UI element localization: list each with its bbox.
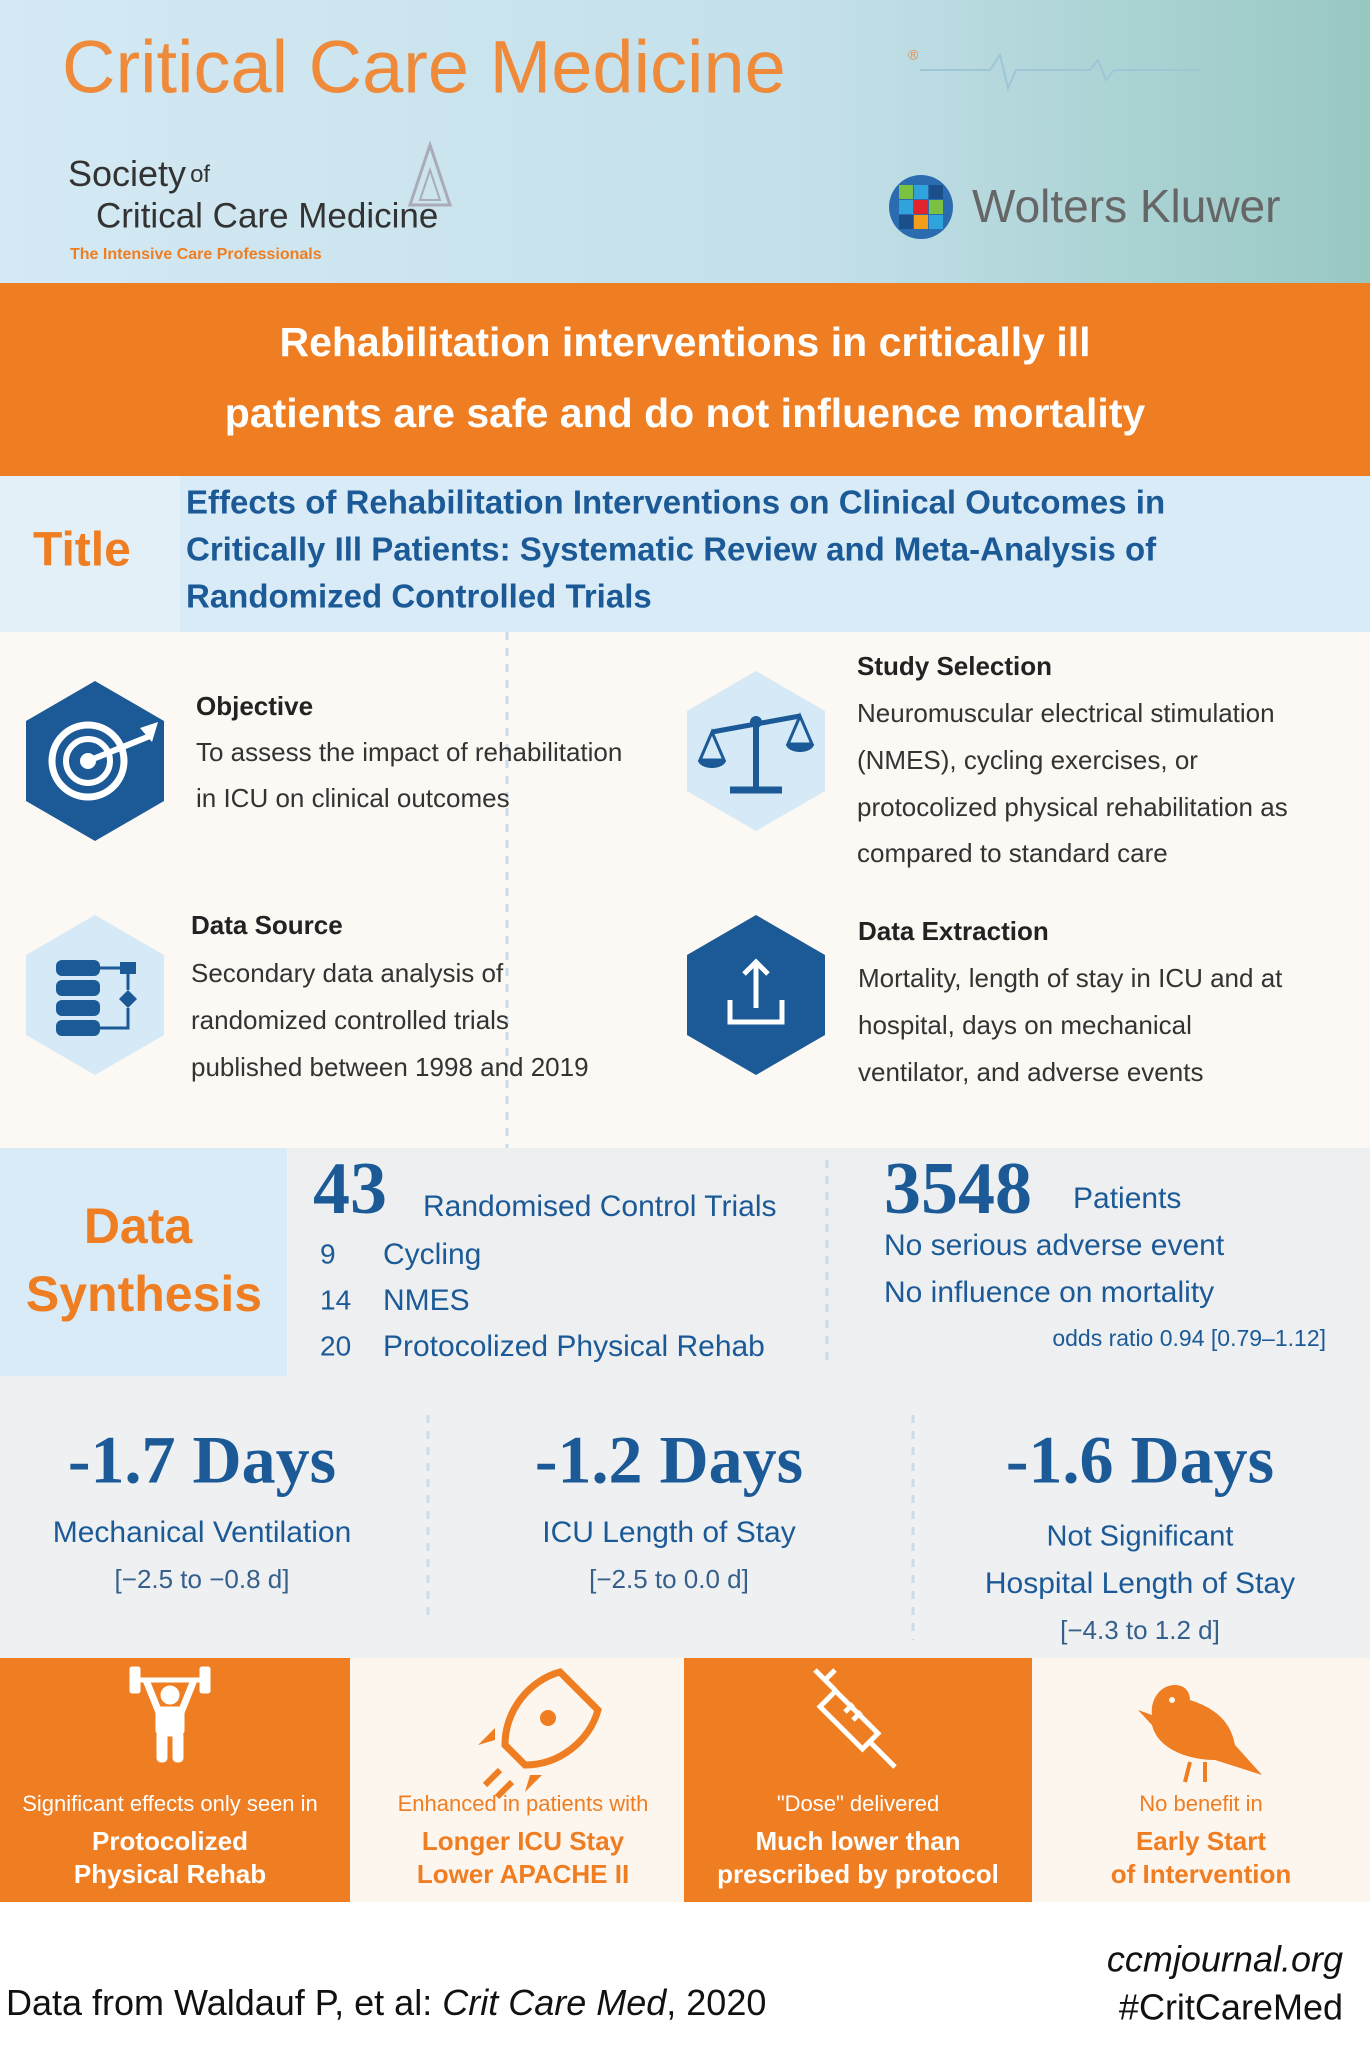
trials-count: 43 <box>313 1148 387 1230</box>
highlight-line: Longer ICU Stay <box>422 1826 625 1856</box>
highlight-intro: Enhanced in patients with <box>398 1791 649 1816</box>
trial-count: 14 <box>320 1284 351 1315</box>
society-tagline: The Intensive Care Professionals <box>70 246 322 263</box>
outcome-label: Hospital Length of Stay <box>985 1567 1295 1600</box>
outcome-ci: [−2.5 to −0.8 d] <box>115 1564 290 1594</box>
society-word: Society <box>68 153 186 194</box>
citation-suffix: , 2020 <box>666 1982 766 2023</box>
method-text: Secondary data analysis of <box>191 958 504 988</box>
society-of: of <box>190 161 210 188</box>
outcomes: -1.7 Days Mechanical Ventilation [−2.5 to … <box>53 1422 1295 1645</box>
citation-journal: Crit Care Med <box>442 1982 667 2023</box>
highlight-line: of Intervention <box>1111 1859 1292 1889</box>
patients-note: No influence on mortality <box>884 1276 1214 1309</box>
title-line: Effects of Rehabilitation Interventions … <box>186 484 1165 521</box>
highlights: Significant effects only seen in Protocol… <box>22 1791 1291 1889</box>
trial-count: 20 <box>320 1330 351 1361</box>
outcome-value: -1.6 Days <box>1006 1422 1274 1498</box>
society-subname: Critical Care Medicine <box>96 196 438 235</box>
study-selection-icon <box>687 671 825 831</box>
highlight-line: Much lower than <box>755 1826 960 1856</box>
hashtag: #CritCareMed <box>1119 1987 1343 2028</box>
website: ccmjournal.org <box>1107 1939 1343 1980</box>
heartbeat-line <box>920 52 1200 92</box>
highlight-bg <box>684 1658 1032 1902</box>
method-text: hospital, days on mechanical <box>858 1010 1192 1040</box>
journal-title: Critical Care Medicine <box>62 26 786 109</box>
method-text: protocolized physical rehabilitation as <box>857 792 1288 822</box>
highlight-line: prescribed by protocol <box>717 1859 999 1889</box>
method-text: To assess the impact of rehabilitation <box>196 737 622 767</box>
title-bg <box>0 476 1370 632</box>
citation-prefix: Data from Waldauf P, et al: <box>6 1982 442 2023</box>
method-text: in ICU on clinical outcomes <box>196 783 510 813</box>
citation: Data from Waldauf P, et al: Crit Care Me… <box>6 1982 766 2023</box>
banner-line: patients are safe and do not influence m… <box>225 390 1146 436</box>
objective-icon <box>26 681 164 841</box>
method-text: randomized controlled trials <box>191 1005 509 1035</box>
outcome-label: ICU Length of Stay <box>542 1516 795 1549</box>
patients-label: Patients <box>1073 1182 1181 1215</box>
highlight-intro: Significant effects only seen in <box>22 1791 318 1816</box>
odds-ratio: odds ratio 0.94 [0.79–1.12] <box>1052 1325 1326 1351</box>
data-extraction-icon <box>687 915 825 1075</box>
publisher-logo <box>889 175 953 239</box>
society-logo <box>407 140 453 207</box>
title-label: Title <box>33 524 131 577</box>
data-source-icon <box>26 915 164 1075</box>
outcome-note: Not Significant <box>1047 1521 1234 1553</box>
patients-note: No serious adverse event <box>884 1229 1225 1262</box>
method-heading: Data Extraction <box>858 916 1049 946</box>
method-text: published between 1998 and 2019 <box>191 1052 589 1082</box>
trial-type: Protocolized Physical Rehab <box>383 1330 765 1363</box>
outcome-value: -1.2 Days <box>535 1422 803 1498</box>
banner-bg <box>0 283 1370 476</box>
publisher-name: Wolters Kluwer <box>972 180 1280 232</box>
syringe-icon <box>813 1668 897 1769</box>
method-text: ventilator, and adverse events <box>858 1057 1203 1087</box>
synthesis-label-bg <box>0 1148 287 1376</box>
patients-count: 3548 <box>884 1148 1032 1230</box>
title-line: Randomized Controlled Trials <box>186 578 652 615</box>
trial-count: 9 <box>320 1238 336 1269</box>
trials-label: Randomised Control Trials <box>423 1190 776 1223</box>
bird-icon <box>1138 1685 1262 1783</box>
highlight-line: Protocolized <box>92 1826 248 1856</box>
trial-type: NMES <box>383 1284 470 1317</box>
method-text: (NMES), cycling exercises, or <box>857 745 1198 775</box>
society-name: Society of <box>68 153 210 194</box>
highlight-intro: No benefit in <box>1139 1791 1263 1816</box>
method-heading: Data Source <box>191 910 343 940</box>
methods-bg <box>0 632 1370 1148</box>
outcome-ci: [−2.5 to 0.0 d] <box>589 1564 749 1594</box>
outcome-value: -1.7 Days <box>68 1422 336 1498</box>
highlight-bg <box>1032 1658 1370 1902</box>
synthesis-label: Synthesis <box>26 1266 262 1322</box>
weightlifter-icon <box>129 1666 211 1763</box>
highlight-intro: "Dose" delivered <box>777 1791 939 1816</box>
society-logo-inner <box>418 166 442 201</box>
title-label-bg <box>0 476 180 632</box>
method-heading: Objective <box>196 691 313 721</box>
outcome-label: Mechanical Ventilation <box>53 1516 352 1549</box>
outcome-ci: [−4.3 to 1.2 d] <box>1060 1615 1220 1645</box>
outcomes-bg <box>0 1376 1370 1658</box>
synthesis-label: Data <box>84 1198 194 1254</box>
method-text: Mortality, length of stay in ICU and at <box>858 963 1283 993</box>
highlight-line: Physical Rehab <box>74 1859 266 1889</box>
trial-type: Cycling <box>383 1238 481 1271</box>
registered-mark: ® <box>908 47 919 63</box>
method-heading: Study Selection <box>857 651 1052 681</box>
banner-line: Rehabilitation interventions in critical… <box>279 319 1090 365</box>
rocket-icon <box>478 1668 602 1800</box>
title-line: Critically Ill Patients: Systematic Revi… <box>186 531 1157 568</box>
method-text: compared to standard care <box>857 838 1168 868</box>
highlight-line: Early Start <box>1136 1826 1266 1856</box>
header-bg <box>0 0 1370 283</box>
method-text: Neuromuscular electrical stimulation <box>857 698 1275 728</box>
highlight-line: Lower APACHE II <box>417 1859 629 1889</box>
